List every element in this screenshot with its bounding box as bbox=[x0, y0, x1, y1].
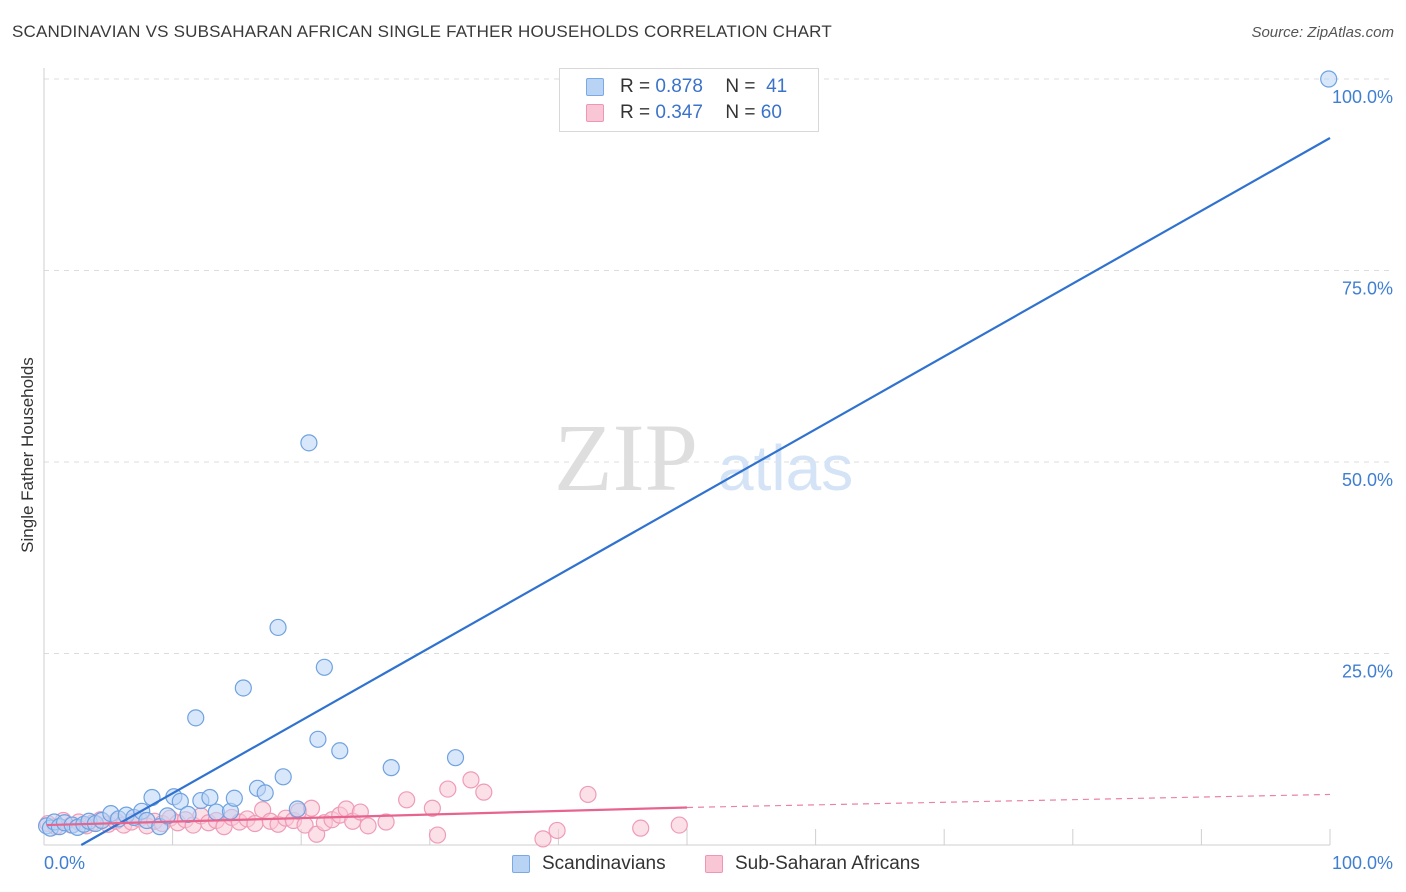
bottom-legend-label: Scandinavians bbox=[542, 853, 666, 874]
legend-n-value: 41 bbox=[766, 76, 788, 97]
legend-swatch-blue bbox=[586, 78, 604, 96]
trend-line-subsaharan-extension bbox=[686, 793, 1331, 809]
data-point-subsaharan bbox=[359, 817, 377, 835]
legend-r-value: 0.347 bbox=[655, 102, 703, 123]
data-point-scandinavian bbox=[269, 618, 287, 637]
source-label: Source: ZipAtlas.com bbox=[1251, 24, 1394, 41]
y-tick-label: 100.0% bbox=[1332, 87, 1393, 107]
data-point-scandinavian bbox=[187, 709, 205, 727]
y-tick-label: 25.0% bbox=[1342, 662, 1393, 682]
legend-r-value: 0.878 bbox=[655, 76, 703, 97]
legend-n-label: N = bbox=[725, 76, 756, 97]
data-point-scandinavian bbox=[234, 679, 252, 697]
data-point-scandinavian bbox=[1320, 70, 1338, 88]
watermark-atlas: atlas bbox=[718, 432, 853, 504]
legend-r-label: R = bbox=[620, 102, 651, 123]
data-point-subsaharan bbox=[377, 813, 395, 831]
chart-title: SCANDINAVIAN VS SUBSAHARAN AFRICAN SINGL… bbox=[12, 22, 832, 41]
y-tick-label: 50.0% bbox=[1342, 470, 1393, 490]
bottom-legend-subsaharan: Sub-Saharan Africans bbox=[705, 852, 920, 876]
bottom-legend-scandinavians: Scandinavians bbox=[512, 852, 666, 876]
data-point-scandinavian bbox=[331, 742, 349, 760]
data-point-scandinavian bbox=[300, 434, 318, 452]
bottom-legend-swatch-blue bbox=[512, 855, 530, 873]
grid bbox=[44, 78, 1392, 654]
legend-r-label: R = bbox=[620, 76, 651, 97]
data-point-subsaharan bbox=[462, 771, 480, 789]
x-tick-label: 100.0% bbox=[1332, 853, 1393, 873]
bottom-legend-label: Sub-Saharan Africans bbox=[735, 853, 920, 874]
legend-row-subsaharan: R = 0.347 N = 60 bbox=[586, 101, 782, 125]
data-point-subsaharan bbox=[398, 791, 416, 809]
data-point-scandinavian bbox=[309, 730, 327, 748]
data-point-scandinavian bbox=[315, 658, 333, 676]
data-point-subsaharan bbox=[423, 799, 441, 817]
data-point-subsaharan bbox=[548, 821, 566, 840]
data-point-scandinavian bbox=[225, 789, 243, 807]
data-point-scandinavian bbox=[179, 805, 197, 823]
bottom-legend-swatch-pink bbox=[705, 855, 723, 873]
x-tick-label: 0.0% bbox=[44, 853, 85, 873]
data-point-scandinavian bbox=[382, 759, 400, 777]
data-point-subsaharan bbox=[475, 783, 493, 801]
watermark-zip: ZIP bbox=[554, 404, 698, 511]
legend: R = 0.878 N = 41 R = 0.347 N = 60 bbox=[559, 68, 819, 132]
legend-n-value: 60 bbox=[760, 102, 782, 123]
data-point-scandinavian bbox=[143, 788, 161, 807]
legend-row-scandinavians: R = 0.878 N = 41 bbox=[586, 75, 787, 99]
trend-line-subsaharan bbox=[46, 806, 688, 827]
tick-labels: 25.0% 50.0% 75.0% 100.0% 0.0% 100.0% bbox=[44, 87, 1393, 873]
y-tick-label: 75.0% bbox=[1342, 279, 1393, 299]
data-point-scandinavian bbox=[158, 807, 177, 825]
x-ticks bbox=[172, 829, 1331, 845]
data-point-scandinavian bbox=[274, 768, 292, 786]
data-point-scandinavian bbox=[446, 749, 465, 767]
data-point-scandinavian bbox=[201, 788, 219, 807]
trend-lines bbox=[46, 137, 1331, 846]
data-point-subsaharan bbox=[579, 785, 597, 804]
data-point-subsaharan bbox=[439, 780, 457, 798]
data-point-subsaharan bbox=[632, 819, 650, 837]
data-point-subsaharan bbox=[428, 826, 447, 844]
data-point-scandinavian bbox=[256, 784, 274, 802]
legend-n-label: N = bbox=[725, 102, 756, 123]
trend-line-scandinavians bbox=[80, 137, 1331, 846]
data-point-subsaharan bbox=[670, 816, 688, 834]
watermark: ZIP atlas bbox=[554, 404, 853, 511]
data-point-scandinavian bbox=[288, 800, 306, 818]
legend-swatch-pink bbox=[586, 104, 604, 122]
data-point-subsaharan bbox=[534, 830, 552, 848]
data-point-scandinavian bbox=[171, 792, 189, 810]
